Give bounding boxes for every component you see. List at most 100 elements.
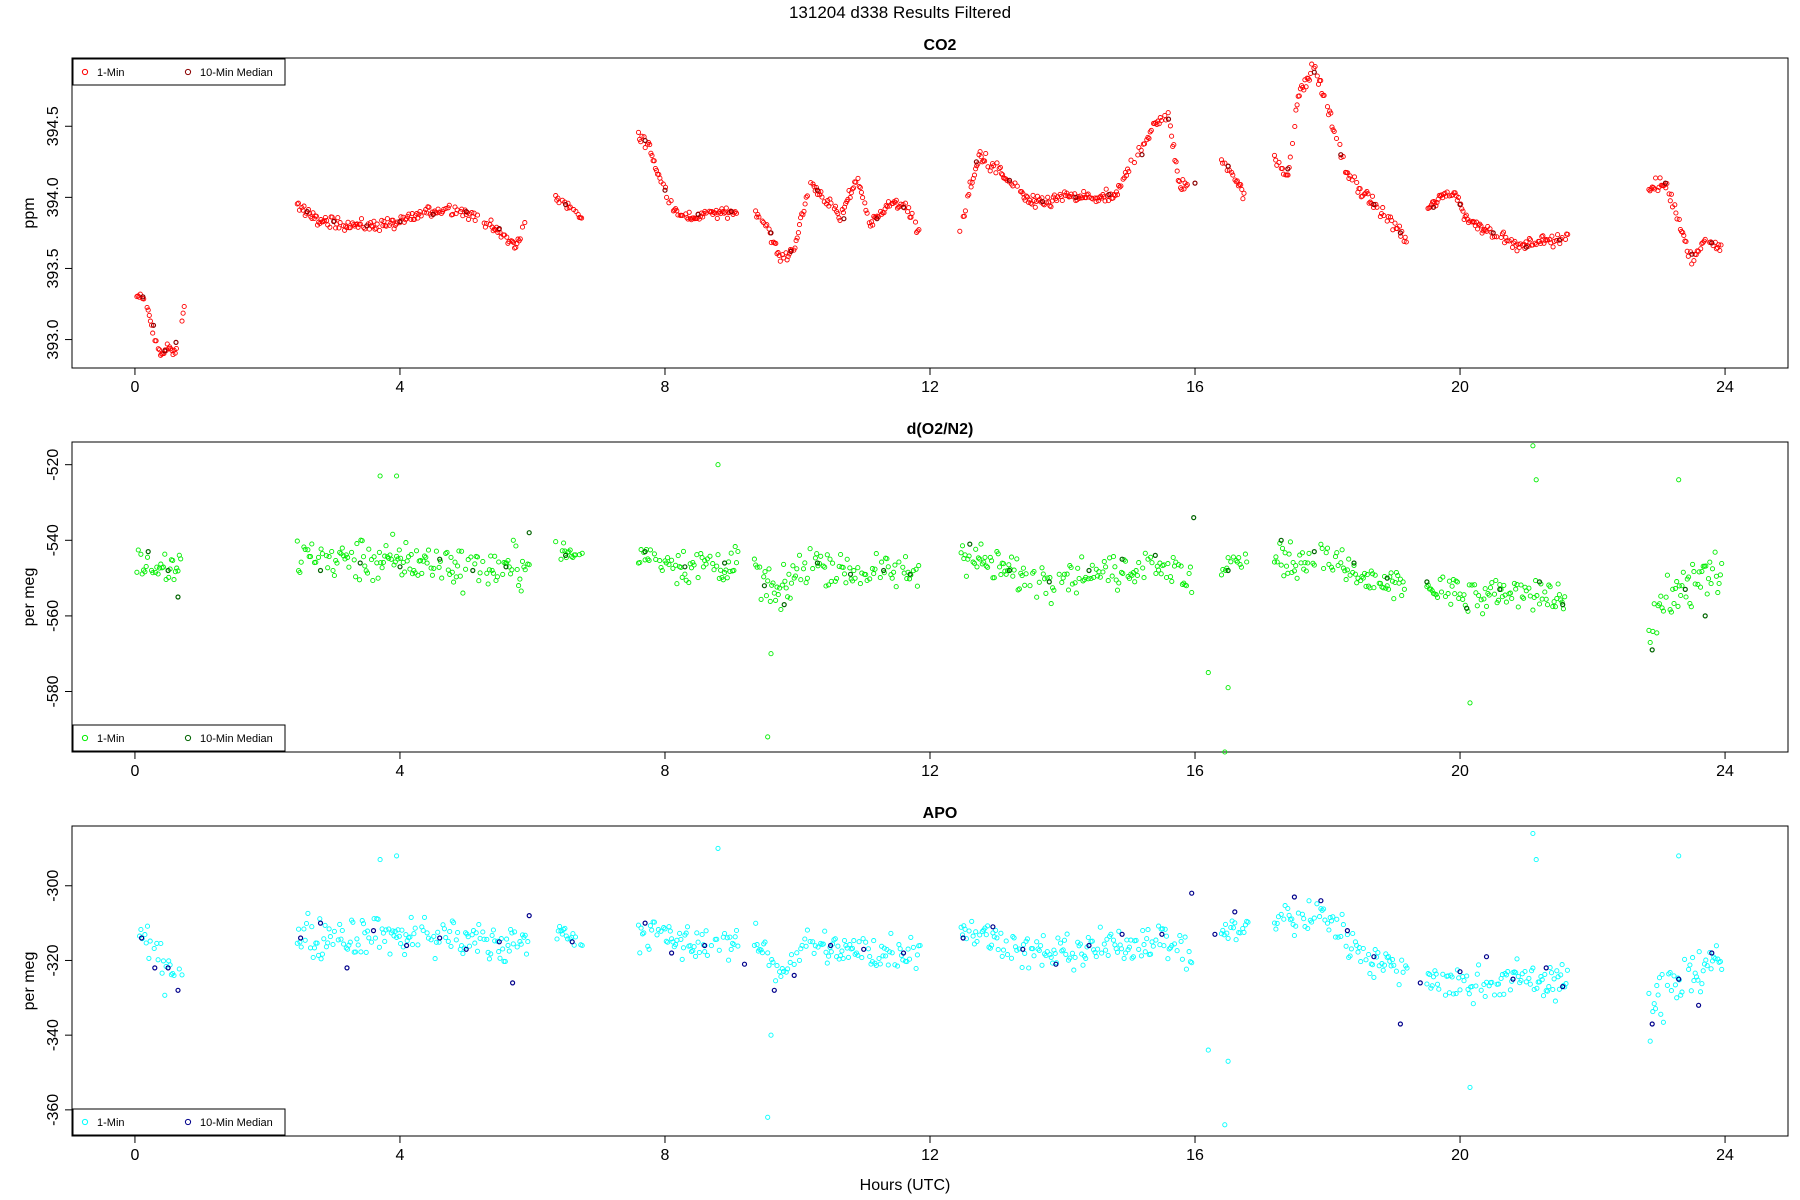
point-1min [1664, 572, 1670, 578]
point-1min [851, 938, 857, 944]
point-1min [991, 163, 997, 169]
point-1min [881, 570, 887, 576]
point-1min [995, 551, 1001, 557]
point-1min [1245, 919, 1251, 925]
point-1min [887, 949, 893, 955]
point-1min [858, 189, 864, 195]
point-1min [1716, 242, 1722, 248]
point-10min-median [1106, 191, 1112, 198]
point-1min [1051, 587, 1057, 593]
point-1min [1393, 569, 1399, 576]
point-1min [488, 951, 494, 957]
point-1min [339, 927, 345, 934]
point-1min [337, 220, 343, 226]
point-1min [408, 914, 414, 920]
point-1min [827, 556, 833, 562]
point-1min [1453, 578, 1459, 584]
point-1min [1368, 200, 1374, 207]
point-1min [1696, 569, 1702, 575]
x-tick-label: 8 [661, 379, 670, 396]
point-1min [1536, 601, 1543, 607]
point-1min [1097, 924, 1103, 930]
point-1min [802, 560, 808, 566]
point-1min [1686, 574, 1692, 580]
point-1min [525, 939, 531, 945]
point-1min [1519, 971, 1525, 977]
point-1min [774, 963, 780, 969]
point-1min [678, 936, 684, 942]
point-1min [509, 567, 515, 573]
point-1min [792, 245, 798, 251]
point-1min [1363, 957, 1369, 963]
point-1min [785, 253, 791, 260]
point-1min [1372, 572, 1378, 578]
point-1min [993, 170, 999, 176]
point-10min-median [1285, 166, 1291, 172]
point-1min [1374, 204, 1380, 210]
point-1min [485, 949, 491, 955]
point-1min [350, 919, 356, 925]
point-1min [776, 252, 782, 259]
point-1min [156, 347, 163, 353]
point-1min [1683, 594, 1689, 600]
point-10min-median [503, 564, 509, 570]
point-1min [355, 942, 361, 948]
point-1min [154, 564, 160, 570]
point-1min [787, 595, 793, 601]
point-1min [376, 944, 382, 950]
point-1min [715, 210, 721, 216]
point-1min [905, 209, 911, 215]
point-10min-median [437, 556, 443, 562]
y-tick-label: -580 [45, 675, 62, 707]
point-1min [1109, 573, 1115, 579]
point-1min [301, 203, 307, 209]
point-1min [1116, 580, 1122, 586]
point-1min [370, 577, 376, 584]
point-1min [146, 312, 152, 318]
point-1min [1680, 229, 1686, 236]
point-1min [704, 952, 710, 958]
point-1min [1126, 944, 1132, 950]
point-1min [690, 559, 696, 566]
point-1min [1117, 184, 1123, 190]
point-1min [1080, 962, 1086, 968]
point-1min [339, 545, 345, 551]
point-1min [888, 930, 894, 936]
point-1min [696, 949, 702, 956]
point-1min [512, 929, 518, 935]
point-1min [786, 571, 792, 577]
x-tick-label: 24 [1716, 763, 1734, 780]
y-tick-label: -360 [45, 1094, 62, 1126]
point-1min [1719, 966, 1725, 972]
point-1min [909, 210, 915, 216]
point-1min [871, 571, 877, 577]
point-1min [1678, 228, 1685, 235]
point-10min-median [1702, 613, 1708, 619]
point-1min [1343, 577, 1349, 583]
point-1min [1519, 594, 1525, 600]
point-1min [180, 310, 186, 316]
point-1min [637, 559, 643, 566]
point-1min [1222, 1122, 1228, 1128]
point-1min [880, 953, 886, 959]
point-1min [768, 1032, 774, 1038]
point-1min [733, 210, 740, 216]
point-1min [1538, 240, 1544, 247]
point-1min [506, 948, 512, 954]
point-1min [1354, 179, 1360, 186]
point-1min [1533, 477, 1539, 483]
point-1min [768, 651, 774, 657]
point-1min [795, 230, 801, 236]
point-1min [309, 215, 315, 221]
point-1min [1505, 969, 1511, 975]
point-1min [732, 934, 738, 940]
point-10min-median [1318, 898, 1324, 904]
point-1min [1057, 940, 1064, 946]
point-1min [1449, 974, 1455, 980]
point-1min [368, 557, 375, 563]
point-1min [751, 942, 757, 948]
point-1min [334, 560, 340, 566]
point-1min [769, 957, 775, 963]
point-1min [399, 572, 405, 578]
point-1min [1125, 947, 1131, 953]
